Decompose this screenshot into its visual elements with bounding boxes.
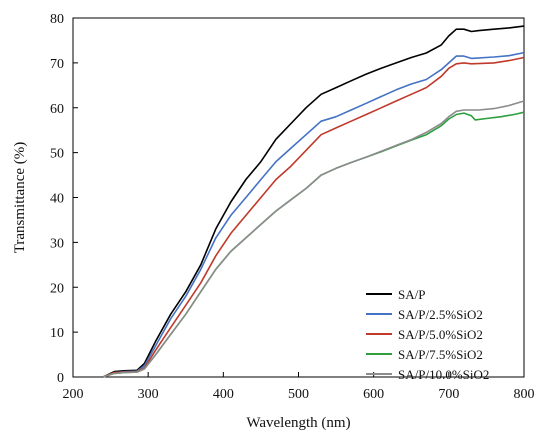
y-axis-title: Transmittance (%) bbox=[12, 142, 28, 254]
series-line-5 bbox=[102, 100, 525, 378]
legend-label-5: SA/P/10.0%SiO2 bbox=[398, 367, 489, 382]
legend-label-4: SA/P/7.5%SiO2 bbox=[398, 347, 483, 362]
legend-label-1: SA/P bbox=[398, 287, 425, 302]
plot-area bbox=[72, 17, 525, 378]
y-tick-label: 50 bbox=[50, 147, 64, 162]
x-tick-label: 600 bbox=[363, 387, 384, 402]
plot-frame bbox=[72, 17, 525, 378]
y-tick-label: 60 bbox=[50, 102, 64, 117]
legend: SA/P SA/P/2.5%SiO2 SA/P/5.0%SiO2 SA/P/7.5%S… bbox=[366, 287, 489, 382]
series-layer bbox=[102, 25, 525, 378]
legend-label-3: SA/P/5.0%SiO2 bbox=[398, 327, 483, 342]
series-line-2 bbox=[102, 51, 525, 378]
x-tick-label: 200 bbox=[63, 387, 84, 402]
y-tick-label: 0 bbox=[57, 371, 64, 386]
series-line-1 bbox=[102, 25, 525, 378]
y-tick-label: 30 bbox=[50, 236, 64, 251]
y-tick-label: 40 bbox=[50, 192, 64, 207]
x-tick-label: 700 bbox=[438, 387, 459, 402]
x-tick-label: 800 bbox=[514, 387, 535, 402]
x-tick-label: 400 bbox=[213, 387, 234, 402]
x-axis-title: Wavelength (nm) bbox=[246, 415, 350, 431]
x-tick-label: 300 bbox=[138, 387, 159, 402]
axes-layer: 200 300 400 500 600 700 800 0 10 20 30 40 50 60 70 80 bbox=[50, 12, 535, 402]
x-tick-label: 500 bbox=[288, 387, 309, 402]
y-tick-label: 70 bbox=[50, 57, 64, 72]
y-tick-label: 10 bbox=[50, 326, 64, 341]
y-tick-label: 20 bbox=[50, 281, 64, 296]
series-line-3 bbox=[102, 56, 525, 378]
y-tick-label: 80 bbox=[50, 12, 64, 27]
legend-label-2: SA/P/2.5%SiO2 bbox=[398, 307, 483, 322]
